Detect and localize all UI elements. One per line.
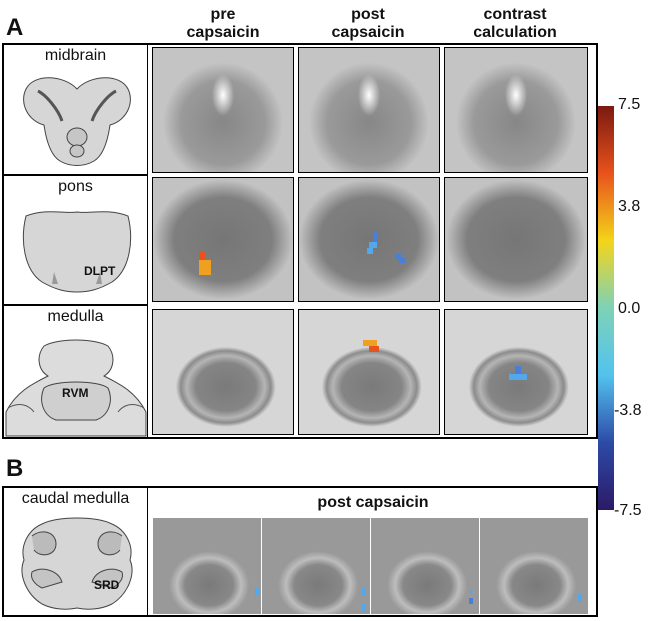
activation-voxel bbox=[362, 604, 366, 612]
region-label-dlpt: DLPT bbox=[84, 264, 116, 278]
row-label-pons: pons bbox=[58, 178, 93, 195]
midbrain-schematic-icon bbox=[23, 77, 131, 166]
caudal-medulla-schematic: caudal medulla SRD bbox=[3, 487, 148, 616]
colorbar-tick-3: 0.0 bbox=[618, 300, 641, 317]
activation-voxel bbox=[362, 588, 366, 596]
colorbar bbox=[598, 106, 614, 510]
colorbar-tick-1: 7.5 bbox=[618, 96, 641, 113]
scan-pons-post bbox=[298, 177, 440, 302]
activation-voxel bbox=[199, 252, 205, 260]
pons-schematic-icon bbox=[22, 211, 132, 293]
column-header-contrast: contrast calculation bbox=[473, 6, 557, 41]
panel-a-letter: A bbox=[6, 14, 24, 41]
caudal-scan-4 bbox=[480, 518, 588, 614]
medulla-schematic-icon bbox=[5, 339, 147, 437]
activation-voxel bbox=[509, 374, 527, 380]
activation-voxel bbox=[469, 590, 472, 594]
colorbar-tick-2: 3.8 bbox=[618, 198, 641, 215]
scan-medulla-post bbox=[298, 309, 440, 435]
row-midbrain-schematic: midbrain bbox=[3, 44, 148, 175]
activation-voxel bbox=[363, 340, 377, 346]
activation-voxel bbox=[369, 242, 377, 248]
activation-voxel bbox=[373, 232, 378, 242]
region-label-rvm: RVM bbox=[62, 386, 89, 400]
caudal-scan-1 bbox=[153, 518, 261, 614]
scan-midbrain-pre bbox=[152, 47, 294, 173]
scan-medulla-contrast bbox=[444, 309, 588, 435]
panel-b-header: post capsaicin bbox=[317, 494, 429, 511]
panel-b-letter: B bbox=[6, 455, 24, 482]
activation-voxel bbox=[199, 260, 205, 268]
activation-voxel bbox=[255, 588, 259, 596]
region-label-srd: SRD bbox=[94, 578, 120, 592]
row-label-medulla: medulla bbox=[47, 308, 104, 325]
activation-voxel bbox=[367, 248, 373, 254]
caudal-medulla-schematic-icon bbox=[21, 517, 133, 610]
row-medulla-schematic: medulla RVM bbox=[3, 305, 148, 438]
activation-voxel bbox=[369, 346, 379, 352]
caudal-scan-3 bbox=[371, 518, 479, 614]
scan-midbrain-post bbox=[298, 47, 440, 173]
row-label-caudal-medulla: caudal medulla bbox=[21, 490, 130, 507]
activation-voxel bbox=[515, 366, 521, 374]
row-pons-schematic: pons DLPT bbox=[3, 175, 148, 305]
scan-pons-pre bbox=[152, 177, 294, 302]
colorbar-tick-5: -7.5 bbox=[614, 502, 642, 519]
activation-voxel bbox=[399, 258, 405, 263]
scan-pons-contrast bbox=[444, 177, 588, 302]
column-header-post: post capsaicin bbox=[331, 6, 405, 41]
column-header-pre: pre capsaicin bbox=[186, 6, 260, 41]
scan-medulla-pre bbox=[152, 309, 294, 435]
row-label-midbrain: midbrain bbox=[44, 47, 107, 64]
activation-voxel bbox=[578, 594, 582, 602]
activation-voxel bbox=[199, 268, 211, 275]
activation-voxel bbox=[205, 260, 211, 268]
caudal-scan-2 bbox=[262, 518, 370, 614]
scan-midbrain-contrast bbox=[444, 47, 588, 173]
activation-voxel bbox=[395, 254, 401, 260]
activation-voxel bbox=[469, 598, 473, 604]
colorbar-tick-4: -3.8 bbox=[614, 402, 642, 419]
